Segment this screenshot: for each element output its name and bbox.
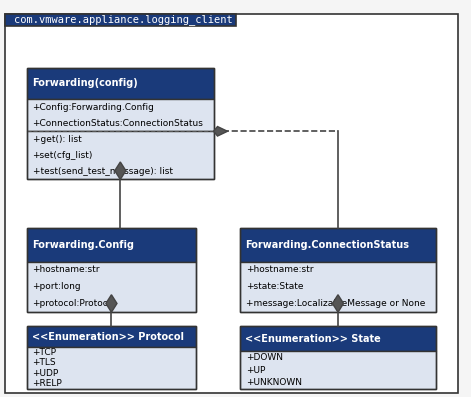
Text: <<Enumeration>> Protocol: <<Enumeration>> Protocol xyxy=(32,331,184,341)
Text: +TCP: +TCP xyxy=(32,348,57,357)
FancyBboxPatch shape xyxy=(27,347,196,389)
Text: +ConnectionStatus:ConnectionStatus: +ConnectionStatus:ConnectionStatus xyxy=(32,119,203,128)
Text: +UNKNOWN: +UNKNOWN xyxy=(246,378,302,387)
Text: Forwarding.ConnectionStatus: Forwarding.ConnectionStatus xyxy=(245,240,409,250)
Text: +port:long: +port:long xyxy=(32,282,81,291)
Text: +TLS: +TLS xyxy=(32,358,56,367)
Text: +set(cfg_list): +set(cfg_list) xyxy=(32,151,93,160)
Text: +message:LocalizableMessage or None: +message:LocalizableMessage or None xyxy=(246,299,425,308)
Text: +UDP: +UDP xyxy=(32,369,59,378)
Polygon shape xyxy=(115,162,126,179)
Text: +hostname:str: +hostname:str xyxy=(246,266,313,274)
Polygon shape xyxy=(214,127,227,136)
FancyBboxPatch shape xyxy=(5,14,236,26)
FancyBboxPatch shape xyxy=(27,228,196,262)
FancyBboxPatch shape xyxy=(27,326,196,347)
Text: +test(send_test_message): list: +test(send_test_message): list xyxy=(32,167,172,176)
Text: com.vmware.appliance.logging_client: com.vmware.appliance.logging_client xyxy=(14,14,233,25)
Text: Forwarding(config): Forwarding(config) xyxy=(32,79,138,89)
FancyBboxPatch shape xyxy=(240,262,436,312)
Polygon shape xyxy=(333,295,343,312)
FancyBboxPatch shape xyxy=(27,131,214,179)
Text: +UP: +UP xyxy=(246,366,265,374)
FancyBboxPatch shape xyxy=(27,67,214,99)
Text: +protocol:Protocol: +protocol:Protocol xyxy=(32,299,116,308)
Text: +Config:Forwarding.Config: +Config:Forwarding.Config xyxy=(32,103,154,112)
Polygon shape xyxy=(106,295,117,312)
FancyBboxPatch shape xyxy=(240,351,436,389)
Text: +RELP: +RELP xyxy=(32,379,62,388)
FancyBboxPatch shape xyxy=(5,14,458,393)
Text: <<Enumeration>> State: <<Enumeration>> State xyxy=(245,333,381,344)
Text: +hostname:str: +hostname:str xyxy=(32,266,100,274)
FancyBboxPatch shape xyxy=(240,228,436,262)
FancyBboxPatch shape xyxy=(240,326,436,351)
Text: +get(): list: +get(): list xyxy=(32,135,81,144)
FancyBboxPatch shape xyxy=(27,99,214,131)
FancyBboxPatch shape xyxy=(27,262,196,312)
Text: +DOWN: +DOWN xyxy=(246,353,283,362)
Text: Forwarding.Config: Forwarding.Config xyxy=(32,240,134,250)
Text: +state:State: +state:State xyxy=(246,282,303,291)
